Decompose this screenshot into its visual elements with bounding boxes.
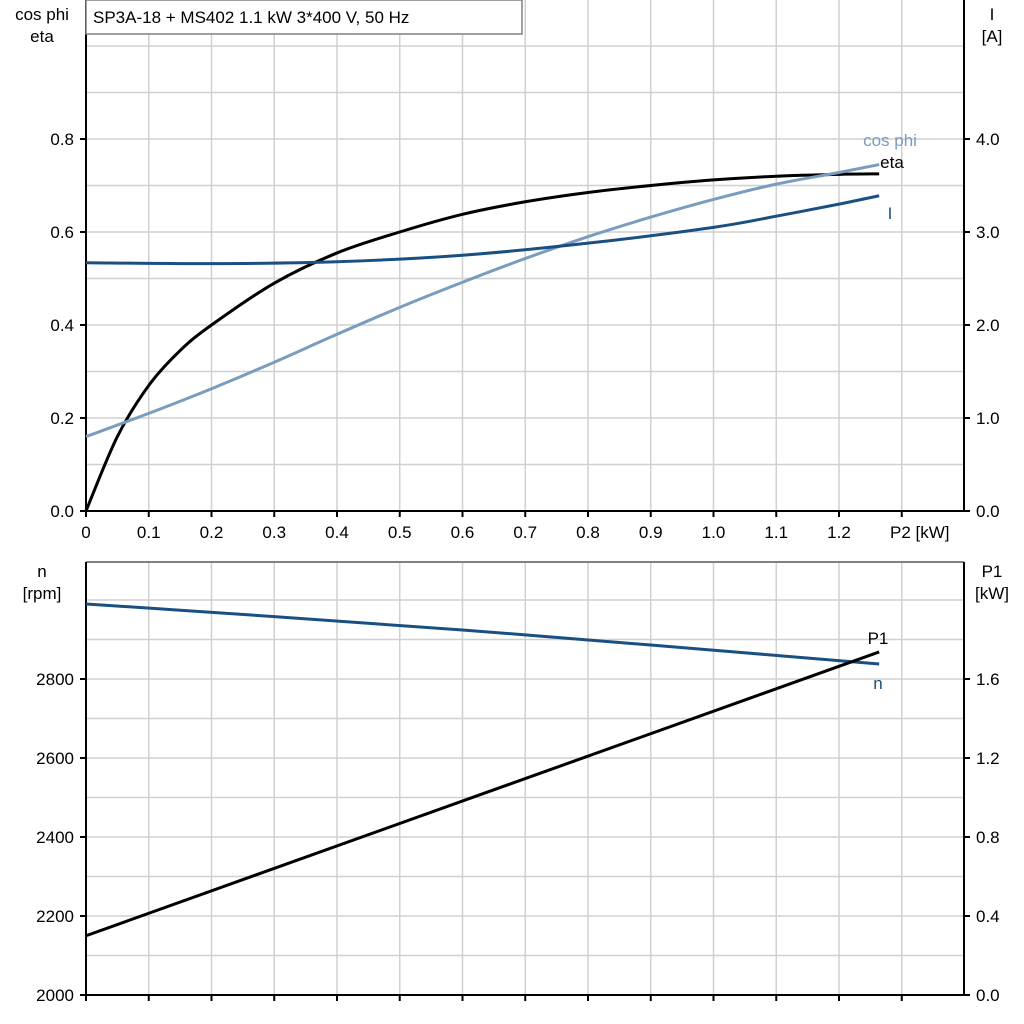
right-axis-label: P1: [982, 562, 1003, 581]
series-label-n: n: [873, 674, 882, 693]
x-tick-label: 1.1: [764, 523, 788, 542]
title-box: [85, 0, 523, 35]
x-tick-label: 0.7: [513, 523, 537, 542]
right-axis-label: [A]: [982, 27, 1003, 46]
left-axis-label: n: [37, 562, 46, 581]
series-line-I: [85, 194, 880, 266]
left-tick-label: 2000: [36, 986, 74, 1005]
right-axis-label: I: [990, 5, 995, 24]
series-line-P1: [85, 650, 880, 938]
series-label-I: I: [888, 204, 893, 223]
x-tick-label: 0.4: [325, 523, 349, 542]
right-tick-label: 0.0: [976, 502, 1000, 521]
right-tick-label: 1.0: [976, 409, 1000, 428]
x-tick-label: 1.0: [702, 523, 726, 542]
x-tick-label: 0.8: [576, 523, 600, 542]
right-axis-label: [kW]: [975, 584, 1009, 603]
x-tick-label: 0.1: [137, 523, 161, 542]
left-tick-label: 0.2: [50, 409, 74, 428]
x-tick-label: 0: [81, 523, 90, 542]
right-tick-label: 0.4: [976, 907, 1000, 926]
x-tick-label: 0.3: [262, 523, 286, 542]
right-tick-label: 0.8: [976, 828, 1000, 847]
series-label-eta: eta: [880, 153, 904, 172]
left-tick-label: 2600: [36, 749, 74, 768]
left-tick-label: 2200: [36, 907, 74, 926]
left-tick-label: 2800: [36, 670, 74, 689]
left-axis-label: [rpm]: [23, 584, 62, 603]
x-tick-label: 0.9: [639, 523, 663, 542]
series-line-cos-phi: [85, 163, 880, 439]
x-tick-label: 0.5: [388, 523, 412, 542]
right-tick-label: 0.0: [976, 986, 1000, 1005]
right-tick-label: 1.2: [976, 749, 1000, 768]
right-tick-label: 3.0: [976, 223, 1000, 242]
series-label-cos-phi: cos phi: [863, 131, 917, 150]
series-label-P1: P1: [868, 629, 889, 648]
right-tick-label: 4.0: [976, 130, 1000, 149]
series-line-eta: [84, 172, 880, 512]
x-axis-label: P2 [kW]: [890, 523, 950, 542]
left-tick-label: 0.6: [50, 223, 74, 242]
left-tick-label: 0.0: [50, 502, 74, 521]
x-tick-label: 0.6: [451, 523, 475, 542]
x-tick-label: 0.2: [200, 523, 224, 542]
left-tick-label: 0.8: [50, 130, 74, 149]
left-tick-label: 0.4: [50, 316, 74, 335]
x-tick-label: 1.2: [827, 523, 851, 542]
left-axis-label: eta: [30, 27, 54, 46]
left-tick-label: 2400: [36, 828, 74, 847]
right-tick-label: 1.6: [976, 670, 1000, 689]
series-line-n: [85, 602, 880, 666]
right-tick-label: 2.0: [976, 316, 1000, 335]
left-axis-label: cos phi: [15, 5, 69, 24]
chart-title: SP3A-18 + MS402 1.1 kW 3*400 V, 50 Hz: [93, 8, 409, 27]
